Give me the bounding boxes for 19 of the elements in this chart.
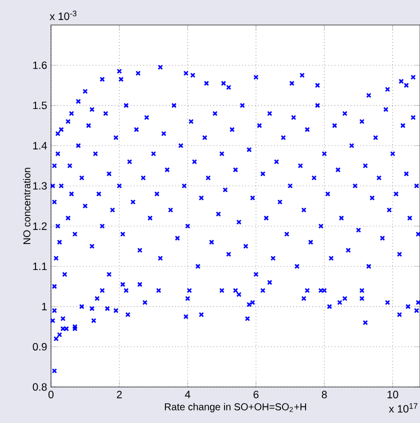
x-tick-label: 6	[254, 390, 258, 398]
y-tick-label: 1	[42, 302, 47, 310]
text: x 10$^{-3}$	[50, 10, 76, 20]
y-tick-label: 1.6	[33, 61, 47, 69]
x-tick-label: 8	[322, 390, 327, 398]
x-tick-label: 2	[116, 390, 122, 398]
y-tick-label: 1.2	[33, 222, 47, 230]
x-tick-label: 4	[184, 390, 190, 398]
x-axis-title: Rate change in SO+OH=SO$_{2}$+H	[164, 403, 306, 412]
y-tick-label: 0.9	[32, 343, 47, 351]
x-tick-label: 10	[388, 390, 398, 398]
y-tick-label: 1.1	[33, 262, 47, 270]
y-tick-label: 0.8	[32, 383, 47, 391]
y-tick-label: 1.3	[33, 182, 47, 190]
y-tick-label: 1.4	[33, 142, 47, 150]
y-axis-title: NO concentration	[23, 168, 30, 244]
text: x 10$^{17}$	[388, 403, 418, 413]
y-tick-label: 1.5	[33, 102, 47, 110]
x-tick-label: 0	[48, 390, 54, 398]
